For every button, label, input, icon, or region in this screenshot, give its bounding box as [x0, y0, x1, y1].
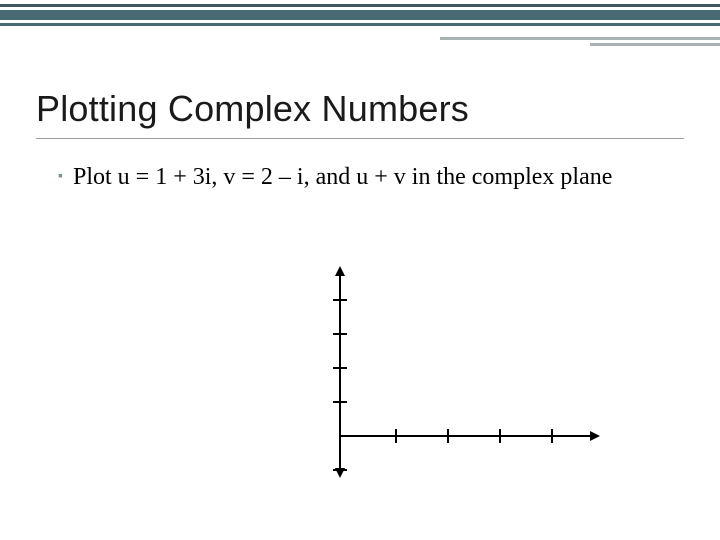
complex-plane-axes: [300, 260, 610, 490]
bullet-item: ▪ Plot u = 1 + 3i, v = 2 – i, and u + v …: [58, 162, 678, 193]
header-bar-2: [0, 10, 720, 20]
page-title: Plotting Complex Numbers: [36, 88, 469, 130]
bullet-text: Plot u = 1 + 3i, v = 2 – i, and u + v in…: [73, 162, 612, 193]
title-underline: [36, 138, 684, 139]
header-bar-3: [0, 23, 720, 26]
header-accent-1: [440, 37, 720, 40]
header-bar-1: [0, 4, 720, 7]
slide: Plotting Complex Numbers ▪ Plot u = 1 + …: [0, 0, 720, 540]
bullet-marker-icon: ▪: [58, 170, 63, 184]
header-accent-2: [590, 43, 720, 46]
